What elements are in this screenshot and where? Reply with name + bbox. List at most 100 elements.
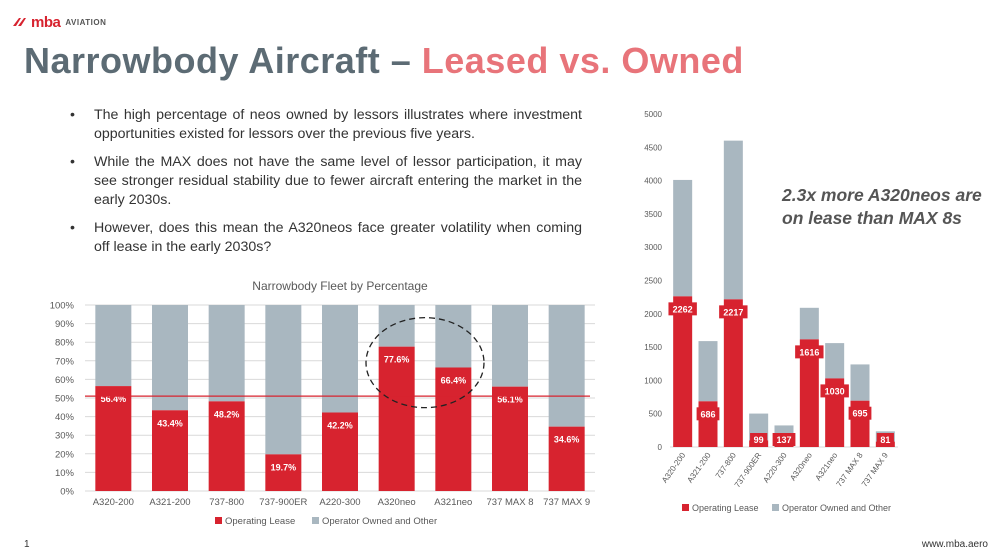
y-tick-label: 20%: [55, 449, 75, 460]
y-tick-label: 60%: [55, 375, 75, 386]
bullet-icon: •: [70, 107, 75, 123]
data-label-box: [772, 433, 796, 446]
bar-lease: [435, 367, 472, 491]
data-label: 77.6%: [384, 355, 410, 365]
legend-label-lease: Operating Lease: [225, 516, 295, 527]
data-label: 2217: [723, 307, 743, 317]
y-tick-label: 90%: [55, 319, 75, 330]
data-label: 56.1%: [497, 395, 523, 405]
bar-lease: [799, 339, 819, 447]
bar-owned: [322, 305, 358, 413]
x-tick-label: A320-200: [660, 451, 688, 485]
bar-lease: [673, 296, 693, 447]
data-label-box: [876, 433, 894, 446]
bar-owned: [850, 364, 870, 401]
fleet-count-chart: 0 500 1000 1500 2000 2500 3000 3500 4000 4500 5000…: [644, 110, 898, 513]
chart-title: Narrowbody Fleet by Percentage: [252, 279, 428, 293]
data-label: 1616: [799, 347, 819, 357]
y-tick-label: 3500: [644, 210, 662, 219]
bar-lease: [95, 386, 132, 491]
x-tick-label: A321-200: [685, 451, 713, 485]
y-tick-label: 4000: [644, 177, 662, 186]
footer-url: www.mba.aero: [921, 539, 988, 550]
y-tick-label: 3000: [644, 243, 662, 252]
bar-owned: [492, 305, 528, 387]
data-label-box: [719, 305, 748, 319]
data-label-box: [848, 406, 872, 420]
x-tick-label: 737-800: [209, 497, 244, 508]
data-label: 99: [754, 435, 764, 445]
logo-brand: mba: [31, 13, 61, 31]
legend-swatch-lease: [682, 504, 689, 511]
page-title: Narrowbody Aircraft – Leased vs. Owned: [24, 40, 744, 82]
x-tick-label: A320neo: [378, 497, 416, 508]
x-tick-label: A320neo: [788, 451, 814, 483]
y-tick-label: 4500: [644, 143, 662, 152]
bar-owned: [825, 343, 845, 379]
data-label: 48.2%: [214, 409, 240, 419]
bullet-item: • The high percentage of neos owned by le…: [70, 106, 582, 144]
x-tick-label: A220-300: [319, 497, 360, 508]
y-tick-label: 70%: [55, 356, 75, 367]
x-tick-label: A321neo: [814, 451, 840, 483]
bullet-text: The high percentage of neos owned by les…: [94, 107, 582, 142]
bar-owned: [208, 305, 245, 402]
x-tick-label: 737-800: [714, 451, 739, 481]
y-tick-label: 2500: [644, 277, 662, 286]
data-label: 1030: [825, 386, 845, 396]
bullet-icon: •: [70, 220, 75, 236]
legend-swatch-owned: [772, 504, 779, 511]
data-label-box: [795, 345, 824, 359]
y-tick-label: 0: [658, 443, 663, 452]
bullet-text: While the MAX does not have the same lev…: [94, 154, 582, 208]
data-label-box: [750, 433, 768, 446]
y-tick-label: 1500: [644, 343, 662, 352]
bar-lease: [492, 386, 528, 491]
bullet-text: However, does this mean the A320neos fac…: [94, 220, 582, 255]
bar-lease: [208, 401, 245, 491]
x-tick-label: A321neo: [434, 497, 472, 508]
y-tick-label: 0%: [60, 487, 74, 498]
y-tick-label: 30%: [55, 431, 75, 442]
x-tick-label: 737-900ER: [259, 497, 307, 508]
data-label: 56.4%: [101, 394, 127, 404]
bar-lease: [378, 346, 415, 491]
bar-lease: [322, 412, 358, 491]
data-label: 81: [880, 435, 890, 445]
y-tick-label: 500: [649, 410, 663, 419]
y-tick-label: 50%: [55, 394, 75, 405]
bar-owned: [435, 305, 472, 368]
x-tick-label: 737 MAX 8: [487, 497, 534, 508]
y-tick-label: 80%: [55, 338, 75, 349]
bullet-item: • However, does this mean the A320neos fa…: [70, 219, 582, 257]
x-tick-label: A220-300: [761, 451, 789, 485]
legend-label-lease: Operating Lease: [692, 503, 759, 513]
logo-suffix: AVIATION: [65, 17, 107, 27]
bar-lease: [265, 454, 302, 491]
data-label-box: [668, 302, 697, 316]
data-label: 19.7%: [271, 462, 297, 472]
y-tick-label: 100%: [50, 301, 75, 312]
y-tick-label: 1000: [644, 376, 662, 385]
x-tick-label: 737 MAX 9: [543, 497, 590, 508]
bar-owned: [95, 305, 132, 387]
data-label: 34.6%: [554, 435, 580, 445]
data-label-box: [820, 384, 849, 398]
bar-owned: [548, 305, 585, 427]
bar-lease: [548, 426, 585, 491]
bar-lease: [723, 299, 743, 447]
callout-text: 2.3x more A320neos are on lease than MAX…: [782, 185, 982, 228]
data-label: 695: [852, 409, 867, 419]
x-tick-label: A320-200: [93, 497, 134, 508]
legend-label-owned: Operator Owned and Other: [782, 503, 891, 513]
page-number: 1: [24, 539, 30, 550]
bar-owned: [698, 341, 718, 402]
logo-mark-icon: [13, 18, 26, 26]
data-label: 43.4%: [157, 418, 183, 428]
highlight-ellipse: [365, 317, 485, 409]
percentage-chart: Narrowbody Fleet by Percentage 0% 10% 20% 30…: [50, 279, 595, 527]
data-label: 2262: [673, 304, 693, 314]
bullet-list: • The high percentage of neos owned by le…: [70, 106, 582, 266]
data-label-box: [696, 407, 720, 421]
y-tick-label: 5000: [644, 110, 662, 119]
